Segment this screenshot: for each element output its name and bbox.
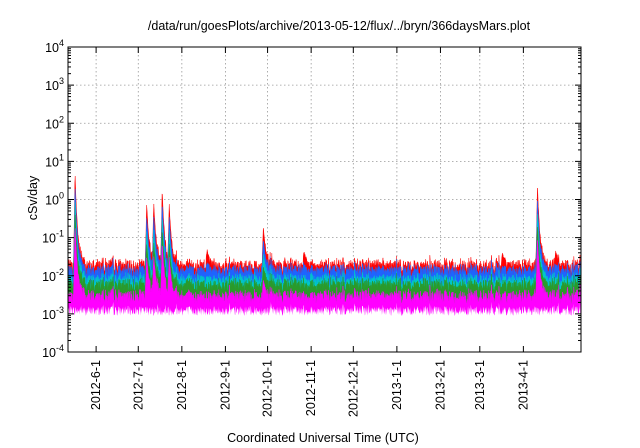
y-tick-base: 10 (42, 346, 56, 360)
chart-title: /data/run/goesPlots/archive/2013-05-12/f… (148, 19, 531, 33)
y-tick-base: 10 (42, 308, 56, 322)
y-tick-label: 101 (45, 152, 64, 169)
y-tick-label: 103 (45, 76, 64, 93)
y-tick-label: 104 (45, 38, 64, 55)
y-tick-label: 10-2 (42, 267, 64, 284)
y-tick-base: 10 (42, 232, 56, 246)
y-tick-base: 10 (45, 155, 59, 169)
x-tick-label: 2012-11-1 (304, 360, 318, 416)
x-tick-label: 2012-6-1 (89, 360, 103, 410)
y-tick-exponent: -4 (56, 343, 64, 353)
x-tick-label: 2013-2-1 (433, 360, 447, 410)
y-tick-exponent: 0 (59, 191, 64, 201)
y-tick-exponent: -3 (56, 305, 64, 315)
x-tick-label: 2012-10-1 (261, 360, 275, 417)
y-axis-label: cSv/day (26, 175, 40, 220)
x-tick-label: 2013-4-1 (516, 360, 530, 410)
y-tick-base: 10 (45, 117, 59, 131)
y-tick-label: 100 (45, 191, 64, 208)
x-tick-label: 2013-1-1 (390, 360, 404, 410)
y-tick-base: 10 (45, 41, 59, 55)
y-tick-exponent: 3 (59, 76, 64, 86)
y-tick-label: 10-1 (42, 229, 64, 246)
x-tick-label: 2013-3-1 (473, 360, 487, 410)
y-tick-exponent: 1 (59, 152, 64, 162)
y-tick-label: 10-4 (42, 343, 64, 360)
x-tick-label: 2012-8-1 (175, 360, 189, 410)
y-tick-exponent: 4 (59, 38, 64, 48)
y-tick-base: 10 (45, 79, 59, 93)
x-tick-label: 2012-9-1 (218, 360, 232, 410)
y-tick-label: 102 (45, 114, 64, 131)
y-tick-exponent: -1 (56, 229, 64, 239)
x-tick-label: 2012-12-1 (346, 360, 360, 417)
x-axis-label: Coordinated Universal Time (UTC) (227, 431, 419, 445)
y-tick-exponent: -2 (56, 267, 64, 277)
y-tick-exponent: 2 (59, 114, 64, 124)
y-tick-base: 10 (45, 194, 59, 208)
y-tick-base: 10 (42, 270, 56, 284)
series-floor-mask (68, 301, 581, 352)
data-series (67, 176, 582, 353)
x-tick-label: 2012-7-1 (131, 360, 145, 410)
y-tick-label: 10-3 (42, 305, 64, 322)
